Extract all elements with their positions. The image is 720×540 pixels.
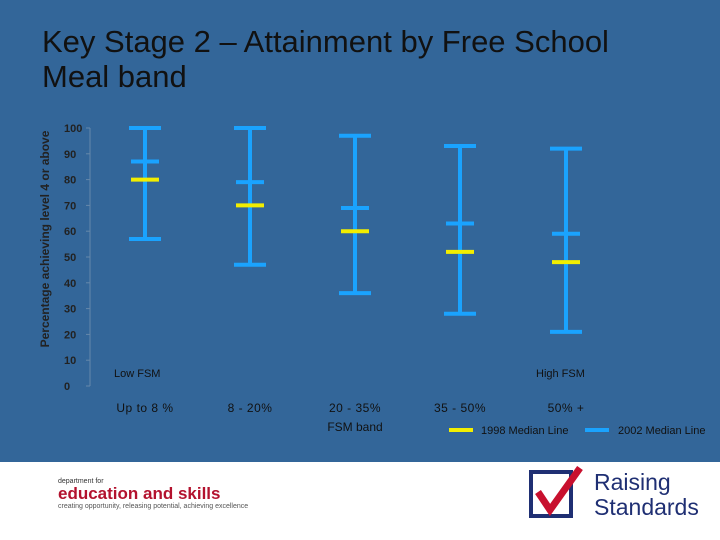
dfes-small-text: department for xyxy=(58,478,104,485)
y-tick-label-100: 100 xyxy=(64,123,82,135)
x-tick-label-1: 8 - 20% xyxy=(228,401,273,415)
x-tick-label-2: 20 - 35% xyxy=(329,401,381,415)
rs-line-2: Standards xyxy=(594,494,699,520)
x-axis-label: FSM band xyxy=(327,420,382,434)
high-fsm-label: High FSM xyxy=(536,368,585,380)
dfes-tagline: creating opportunity, releasing potentia… xyxy=(58,503,249,510)
y-tick-label-50: 50 xyxy=(64,252,76,264)
low-fsm-label: Low FSM xyxy=(114,368,160,380)
y-tick-label-10: 10 xyxy=(64,355,76,367)
title-line-1: Key Stage 2 – Attainment by Free School xyxy=(42,24,609,59)
x-tick-label-3: 35 - 50% xyxy=(434,401,486,415)
y-tick-label-60: 60 xyxy=(64,226,76,238)
range-chart: 0 10 20 30 40 50 60 70 80 90 100 Up to 8 % 8 - 20% 20… xyxy=(64,123,705,437)
legend-label-1: 2002 Median Line xyxy=(618,425,705,437)
rs-line-1: Raising xyxy=(594,469,671,495)
y-tick-label-30: 30 xyxy=(64,304,76,316)
y-tick-label-80: 80 xyxy=(64,175,76,187)
y-tick-label-0: 0 xyxy=(64,381,70,393)
y-tick-label-20: 20 xyxy=(64,329,76,341)
raising-standards-text: Raising Standards xyxy=(594,470,699,520)
slide-title: Key Stage 2 – Attainment by Free School … xyxy=(42,24,702,94)
x-tick-label-0: Up to 8 % xyxy=(116,401,173,415)
dfes-logo: department for education and skills crea… xyxy=(58,478,248,510)
checkmark-box-icon xyxy=(529,466,583,518)
legend-label-0: 1998 Median Line xyxy=(481,425,568,437)
raising-standards-logo: Raising Standards xyxy=(528,466,718,526)
y-tick-label-40: 40 xyxy=(64,278,76,290)
dfes-name: education and skills xyxy=(58,484,221,503)
x-tick-label-4: 50% + xyxy=(548,401,585,415)
y-tick-label-90: 90 xyxy=(64,149,76,161)
y-tick-label-70: 70 xyxy=(64,200,76,212)
title-line-2: Meal band xyxy=(42,59,187,94)
